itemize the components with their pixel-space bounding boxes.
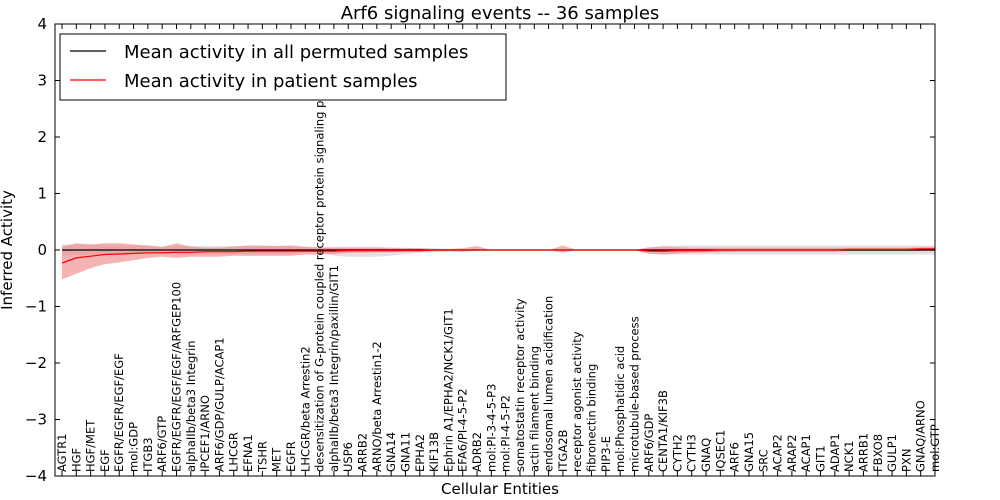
chart-title: Arf6 signaling events -- 36 samples [341,3,660,24]
x-tick-label: CYTH3 [685,434,699,472]
x-tick-label: ITGA2B [556,429,570,472]
x-tick-label: EFNA1 [241,434,255,472]
legend-box [59,33,507,101]
x-tick-label: EGFR [284,441,298,472]
y-tick-label: 2 [37,128,47,146]
x-tick-label: KIF13B [427,432,441,472]
x-tick-label: CENTA1/KIF3B [656,390,670,472]
x-tick-label: IQSEC1 [713,430,727,472]
y-axis: −4 −3 −2 −1 0 1 2 3 4 [25,15,935,485]
x-tick-label: alphaIIb/beta3 Integrin [184,340,198,472]
x-tick-label: LHCGR/beta Arrestin2 [298,346,312,472]
x-tick-label: ADAP1 [828,433,842,472]
x-tick-label: ARRB1 [856,433,870,472]
x-tick-label: EGFR/EGFR/EGF/EGF [112,353,126,472]
x-tick-label: somatostatin receptor activity [513,298,527,472]
y-tick-label: −1 [25,298,47,316]
legend-label-permuted: Mean activity in all permuted samples [124,42,468,63]
legend-label-patient: Mean activity in patient samples [124,71,418,92]
x-tick-label: GIT1 [814,445,828,472]
x-tick-label: microtubule-based process [628,316,642,472]
series-lines [61,248,935,264]
x-tick-label: GNAQ [699,438,713,472]
x-tick-label: GULP1 [885,434,899,472]
x-tick-label: TSHR [255,441,269,473]
x-tick-label: EGF [98,449,112,472]
y-tick-label: 1 [37,185,47,203]
x-tick-label: GNAQ/ARNO [914,400,928,472]
x-tick-label: ARF6/GDP/GULP/ACAP1 [212,337,226,472]
x-tick-label: mol:Phosphatidic acid [613,346,627,472]
legend: Mean activity in all permuted samples Me… [59,33,507,101]
x-tick-label: ACAP2 [771,434,785,472]
x-tick-label: GNA15 [742,432,756,472]
x-tick-label: USP6 [341,442,355,472]
x-tick-label: ARRB2 [356,433,370,472]
x-tick-label: endosomal lumen acidification [542,296,556,472]
x-tick-label: FBXO8 [871,434,885,472]
x-tick-label: Ephrin A1/EPHA2/NCK1/GIT1 [441,308,455,472]
x-tick-label: ARAP2 [785,434,799,472]
x-axis-label: Cellular Entities [441,480,559,498]
line-series-1 [61,248,935,264]
x-tick-label: mol:PI-4-5-P2 [499,395,513,472]
x-tick-label: GNA11 [399,432,413,472]
x-tick-label: ARF6/GTP [155,416,169,472]
y-tick-label: −4 [25,467,47,485]
x-tick-label: EFA6/PI-4-5-P2 [456,388,470,472]
x-tick-label: ARF6/GDP [642,414,656,472]
x-tick-label: HGF [69,448,83,472]
x-tick-label: AGTR1 [55,434,69,473]
x-tick-label: ADRB2 [470,432,484,472]
x-tick-labels: AGTR1 HGF HGF/MET EGF EGFR/EGFR/EGF/EGF mol:G… [55,58,942,473]
x-tick-label: fibronectin binding [585,364,599,472]
x-tick-label: ARF6 [728,442,742,472]
x-tick-label: EPHA2 [413,434,427,472]
plot-frame [54,23,936,477]
x-tick-label: SRC [756,449,770,472]
y-tick-label: 0 [37,241,47,259]
x-tick-label: ARNO/beta Arrestin1-2 [370,341,384,472]
x-tick-label: ITGB3 [141,437,155,472]
x-tick-label: LHCGR [227,432,241,472]
x-tick-label: ACAP1 [799,434,813,472]
band-series-1 [62,243,935,280]
x-tick-label: desensitization of G-protein coupled rec… [313,58,327,472]
x-tick-label: PXN [899,449,913,472]
y-axis-label: Inferred Activity [0,190,16,310]
confidence-bands [62,243,935,280]
x-tick-label: GNA14 [384,432,398,472]
x-tick-label: NCK1 [842,441,856,473]
x-tick-label: MET [270,447,284,472]
y-tick-label: 4 [37,15,47,33]
x-tick-label: alphaIIb/beta3 Integrin/paxillin/GIT1 [327,265,341,472]
x-tick-label: IPCEF1/ARNO [198,395,212,472]
x-tick-label: CYTH2 [670,434,684,472]
x-tick-label: actin filament binding [527,346,541,472]
y-tick-label: −3 [25,411,47,429]
x-tick-label: PIP3-E [599,436,613,472]
y-tick-label: 3 [37,72,47,90]
y-tick-label: −2 [25,354,47,372]
x-tick-label: HGF/MET [84,419,98,472]
x-tick-label: EGFR/EGFR/EGF/EGF/ARFGEP100 [170,282,184,472]
x-tick-label: receptor agonist activity [570,331,584,472]
x-ticks [61,24,936,476]
x-tick-label: mol:GDP [127,422,141,472]
x-tick-label: mol:PI-3-4-5-P3 [484,384,498,472]
